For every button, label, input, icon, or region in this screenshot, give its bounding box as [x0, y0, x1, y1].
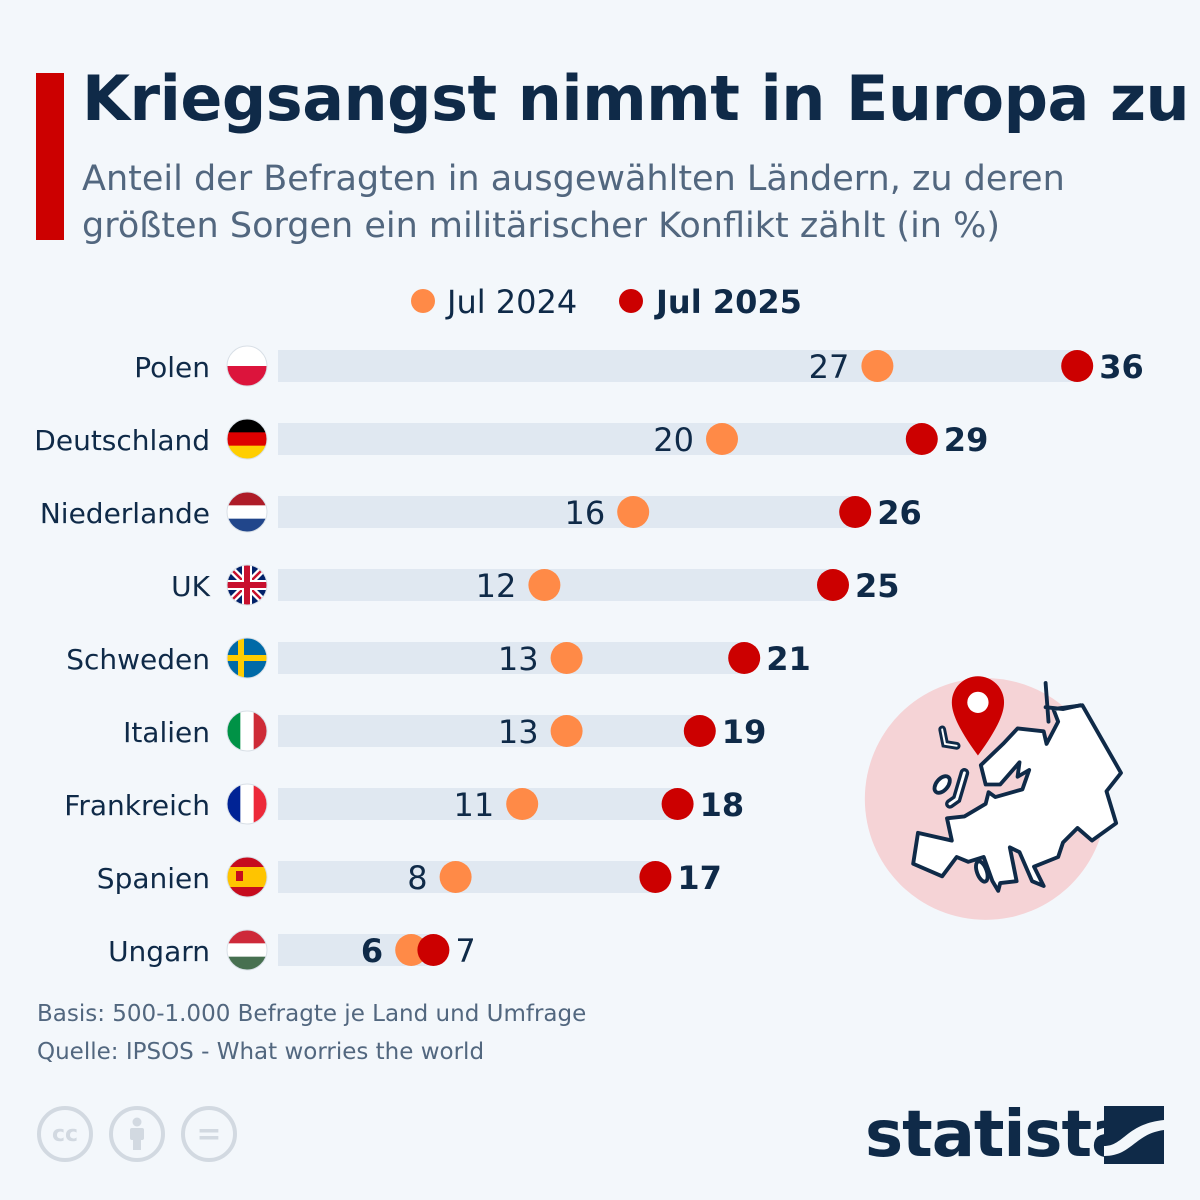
footer-source: Quelle: IPSOS - What worries the world [37, 1039, 485, 1065]
sweden-flag-icon [227, 638, 267, 678]
dot-jul-2024 [706, 423, 738, 455]
flag-outline [226, 710, 268, 752]
dot-jul-2025 [1061, 350, 1094, 382]
netherlands-flag-icon [227, 492, 267, 532]
italy-flag-icon [227, 711, 267, 751]
legend-marker-jul-2025 [619, 289, 643, 313]
category-label: Italien [123, 716, 210, 749]
bar-track [278, 642, 745, 674]
dot-jul-2024 [395, 934, 428, 966]
value-label-jul-2025: 19 [722, 713, 767, 751]
nd-glyph: = [196, 1116, 222, 1152]
europe-map-pin-icon [864, 676, 1123, 920]
bar-track [278, 715, 700, 747]
value-label-jul-2025: 29 [944, 421, 989, 459]
value-label-jul-2024: 8 [407, 859, 427, 897]
category-label: UK [171, 570, 210, 603]
value-label-jul-2025: 36 [1099, 348, 1144, 386]
dot-jul-2025 [683, 715, 716, 747]
value-label-jul-2024: 13 [498, 713, 539, 751]
dot-jul-2024 [861, 350, 894, 382]
chart-subtitle: Anteil der Befragten in ausgewählten Län… [82, 159, 1065, 246]
value-label-jul-2024: 12 [476, 567, 517, 605]
dot-jul-2025 [639, 861, 672, 893]
dot-jul-2025 [661, 788, 694, 820]
value-label-jul-2025: 21 [766, 640, 811, 678]
poland-flag-icon [227, 346, 267, 386]
flag-outline [226, 856, 268, 898]
person-glyph [130, 1117, 144, 1150]
category-label: Frankreich [64, 789, 210, 822]
value-label-jul-2024: 13 [498, 640, 539, 678]
no-derivatives-icon[interactable]: = [181, 1106, 237, 1162]
flag-outline [226, 637, 268, 679]
legend-label-jul-2025: Jul 2025 [654, 283, 802, 321]
dumbbell-chart: Jul 2024 Jul 2025 Polen 27 36 Deutschland 20 29… [34, 283, 1144, 971]
dot-jul-2025 [839, 496, 872, 528]
value-label-jul-2024: 6 [361, 932, 383, 970]
dot-jul-2024 [439, 861, 472, 893]
category-label: Spanien [97, 862, 210, 895]
value-label-jul-2025: 25 [855, 567, 900, 605]
category-label: Niederlande [40, 497, 210, 530]
bar-track [278, 496, 856, 528]
value-label-jul-2025: 17 [677, 859, 722, 897]
germany-flag-icon [227, 419, 267, 459]
flag-outline [226, 345, 268, 387]
category-label: Ungarn [108, 935, 210, 968]
dot-jul-2024 [528, 569, 561, 601]
flag-outline [226, 929, 268, 971]
legend-label-jul-2024: Jul 2024 [445, 283, 577, 321]
statista-logo-icon [1104, 1106, 1164, 1164]
category-label: Deutschland [34, 424, 210, 457]
statista-logo[interactable]: statista [865, 1098, 1134, 1172]
dot-jul-2024 [550, 642, 583, 674]
value-label-jul-2025: 18 [700, 786, 745, 824]
value-label-jul-2024: 16 [564, 494, 605, 532]
brand-text: statista [865, 1098, 1134, 1172]
dot-jul-2024 [617, 496, 650, 528]
uk-flag-icon [227, 565, 267, 605]
dot-jul-2025 [905, 423, 938, 455]
spain-flag-icon [227, 857, 267, 897]
value-label-jul-2024: 27 [809, 348, 850, 386]
bar-track [278, 788, 678, 820]
value-label-jul-2024: 20 [653, 421, 694, 459]
flag-outline [226, 418, 268, 460]
france-flag-icon [227, 784, 267, 824]
cc-icon[interactable]: cc [37, 1106, 93, 1162]
cc-glyph: cc [51, 1121, 79, 1147]
dot-jul-2024 [506, 788, 539, 820]
flag-outline [226, 564, 268, 606]
value-label-jul-2025: 7 [455, 932, 475, 970]
legend-marker-jul-2024 [411, 289, 435, 313]
chart-title: Kriegsangst nimmt in Europa zu [82, 62, 1190, 135]
value-label-jul-2025: 26 [877, 494, 922, 532]
attribution-icon[interactable] [109, 1106, 165, 1162]
bar-track [278, 350, 1078, 382]
dot-jul-2025 [728, 642, 761, 674]
bar-track [278, 423, 922, 455]
flag-outline [226, 491, 268, 533]
dot-jul-2024 [550, 715, 583, 747]
value-label-jul-2024: 11 [453, 786, 494, 824]
dot-jul-2025 [817, 569, 849, 601]
hungary-flag-icon [227, 930, 267, 970]
category-label: Polen [134, 351, 210, 384]
flag-outline [226, 783, 268, 825]
dot-jul-2025 [417, 934, 450, 966]
category-label: Schweden [66, 643, 210, 676]
title-accent-bar [36, 73, 64, 240]
footer-basis: Basis: 500-1.000 Befragte je Land und Um… [37, 1001, 587, 1027]
